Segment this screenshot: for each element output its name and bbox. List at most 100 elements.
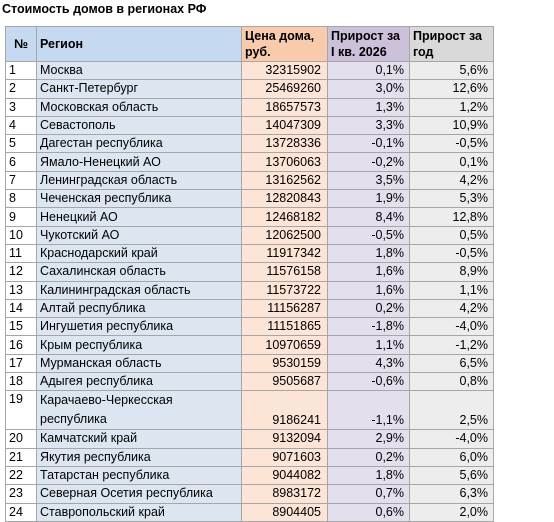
row-number[interactable]: 14 xyxy=(5,298,37,319)
price-cell[interactable]: 8983172 xyxy=(241,484,328,504)
q1-growth-cell[interactable]: 4,3% xyxy=(327,353,410,374)
year-growth-cell[interactable]: 1,2% xyxy=(409,97,494,117)
year-growth-cell[interactable]: -0,5% xyxy=(409,134,494,154)
q1-growth-cell[interactable]: 1,8% xyxy=(327,465,410,486)
row-number[interactable]: 5 xyxy=(5,134,37,154)
region-cell[interactable]: Санкт-Петербург xyxy=(36,79,242,99)
price-cell[interactable]: 18657573 xyxy=(241,97,328,117)
q1-growth-cell[interactable]: 1,8% xyxy=(327,243,410,264)
price-cell[interactable]: 9132094 xyxy=(241,429,328,449)
header-number[interactable]: № xyxy=(5,26,37,62)
q1-growth-cell[interactable]: -0,2% xyxy=(327,152,410,172)
row-number[interactable]: 3 xyxy=(5,97,37,117)
year-growth-cell[interactable]: 6,0% xyxy=(409,447,494,467)
region-cell[interactable]: Алтай республика xyxy=(36,298,242,319)
price-cell[interactable]: 10970659 xyxy=(241,335,328,355)
row-number[interactable]: 2 xyxy=(5,79,37,99)
year-growth-cell[interactable]: 6,3% xyxy=(409,484,494,504)
region-cell[interactable]: Чеченская республика xyxy=(36,189,242,209)
q1-growth-cell[interactable]: -1,1% xyxy=(327,390,410,431)
q1-growth-cell[interactable]: 0,2% xyxy=(327,447,410,467)
price-cell[interactable]: 13706063 xyxy=(241,152,328,172)
year-growth-cell[interactable]: 0,5% xyxy=(409,225,494,245)
price-cell[interactable]: 9044082 xyxy=(241,465,328,486)
row-number[interactable]: 16 xyxy=(5,335,37,355)
row-number[interactable]: 15 xyxy=(5,317,37,337)
year-growth-cell[interactable]: 4,2% xyxy=(409,298,494,319)
region-cell[interactable]: Сахалинская область xyxy=(36,262,242,282)
year-growth-cell[interactable]: 12,6% xyxy=(409,79,494,99)
region-cell[interactable]: Москва xyxy=(36,60,242,81)
q1-growth-cell[interactable]: 0,7% xyxy=(327,484,410,504)
row-number[interactable]: 12 xyxy=(5,262,37,282)
q1-growth-cell[interactable]: 0,1% xyxy=(327,60,410,81)
q1-growth-cell[interactable]: 3,5% xyxy=(327,170,410,191)
row-number[interactable]: 17 xyxy=(5,353,37,374)
price-cell[interactable]: 8904405 xyxy=(241,502,328,522)
price-cell[interactable]: 12820843 xyxy=(241,189,328,209)
q1-growth-cell[interactable]: 2,9% xyxy=(327,429,410,449)
price-cell[interactable]: 9186241 xyxy=(241,390,328,431)
price-cell[interactable]: 9505687 xyxy=(241,372,328,392)
year-growth-cell[interactable]: -1,2% xyxy=(409,335,494,355)
year-growth-cell[interactable]: 1,1% xyxy=(409,280,494,300)
year-growth-cell[interactable]: 6,5% xyxy=(409,353,494,374)
region-cell[interactable]: Мурманская область xyxy=(36,353,242,374)
price-cell[interactable]: 11917342 xyxy=(241,243,328,264)
row-number[interactable]: 8 xyxy=(5,189,37,209)
year-growth-cell[interactable]: 5,6% xyxy=(409,465,494,486)
region-cell[interactable]: Севастополь xyxy=(36,115,242,136)
region-cell[interactable]: Камчатский край xyxy=(36,429,242,449)
row-number[interactable]: 4 xyxy=(5,115,37,136)
row-number[interactable]: 21 xyxy=(5,447,37,467)
region-cell[interactable]: Северная Осетия республика xyxy=(36,484,242,504)
q1-growth-cell[interactable]: 1,9% xyxy=(327,189,410,209)
year-growth-cell[interactable]: 8,9% xyxy=(409,262,494,282)
year-growth-cell[interactable]: 12,8% xyxy=(409,207,494,227)
region-cell[interactable]: Крым республика xyxy=(36,335,242,355)
q1-growth-cell[interactable]: -0,5% xyxy=(327,225,410,245)
price-cell[interactable]: 25469260 xyxy=(241,79,328,99)
header-region[interactable]: Регион xyxy=(36,26,242,62)
year-growth-cell[interactable]: 2,5% xyxy=(409,390,494,431)
year-growth-cell[interactable]: 10,9% xyxy=(409,115,494,136)
region-cell[interactable]: Карачаево-Черкесская республика xyxy=(36,390,242,431)
year-growth-cell[interactable]: -0,5% xyxy=(409,243,494,264)
q1-growth-cell[interactable]: 0,6% xyxy=(327,502,410,522)
q1-growth-cell[interactable]: 0,2% xyxy=(327,298,410,319)
row-number[interactable]: 6 xyxy=(5,152,37,172)
price-cell[interactable]: 14047309 xyxy=(241,115,328,136)
region-cell[interactable]: Краснодарский край xyxy=(36,243,242,264)
row-number[interactable]: 11 xyxy=(5,243,37,264)
price-cell[interactable]: 12062500 xyxy=(241,225,328,245)
region-cell[interactable]: Ингушетия республика xyxy=(36,317,242,337)
region-cell[interactable]: Калининградская область xyxy=(36,280,242,300)
price-cell[interactable]: 9071603 xyxy=(241,447,328,467)
region-cell[interactable]: Чукотский АО xyxy=(36,225,242,245)
row-number[interactable]: 1 xyxy=(5,60,37,81)
year-growth-cell[interactable]: 0,1% xyxy=(409,152,494,172)
header-q1-growth[interactable]: Прирост за I кв. 2026 xyxy=(327,26,410,62)
row-number[interactable]: 20 xyxy=(5,429,37,449)
q1-growth-cell[interactable]: 1,1% xyxy=(327,335,410,355)
row-number[interactable]: 13 xyxy=(5,280,37,300)
price-cell[interactable]: 13162562 xyxy=(241,170,328,191)
q1-growth-cell[interactable]: 1,3% xyxy=(327,97,410,117)
region-cell[interactable]: Татарстан республика xyxy=(36,465,242,486)
price-cell[interactable]: 13728336 xyxy=(241,134,328,154)
row-number[interactable]: 22 xyxy=(5,465,37,486)
row-number[interactable]: 19 xyxy=(5,390,37,431)
row-number[interactable]: 7 xyxy=(5,170,37,191)
year-growth-cell[interactable]: 0,8% xyxy=(409,372,494,392)
region-cell[interactable]: Ненецкий АО xyxy=(36,207,242,227)
year-growth-cell[interactable]: -4,0% xyxy=(409,317,494,337)
header-price[interactable]: Цена дома, руб. xyxy=(241,26,328,62)
row-number[interactable]: 9 xyxy=(5,207,37,227)
year-growth-cell[interactable]: 5,6% xyxy=(409,60,494,81)
price-cell[interactable]: 9530159 xyxy=(241,353,328,374)
region-cell[interactable]: Ставропольский край xyxy=(36,502,242,522)
row-number[interactable]: 18 xyxy=(5,372,37,392)
q1-growth-cell[interactable]: 1,6% xyxy=(327,262,410,282)
region-cell[interactable]: Ямало-Ненецкий АО xyxy=(36,152,242,172)
year-growth-cell[interactable]: 5,3% xyxy=(409,189,494,209)
